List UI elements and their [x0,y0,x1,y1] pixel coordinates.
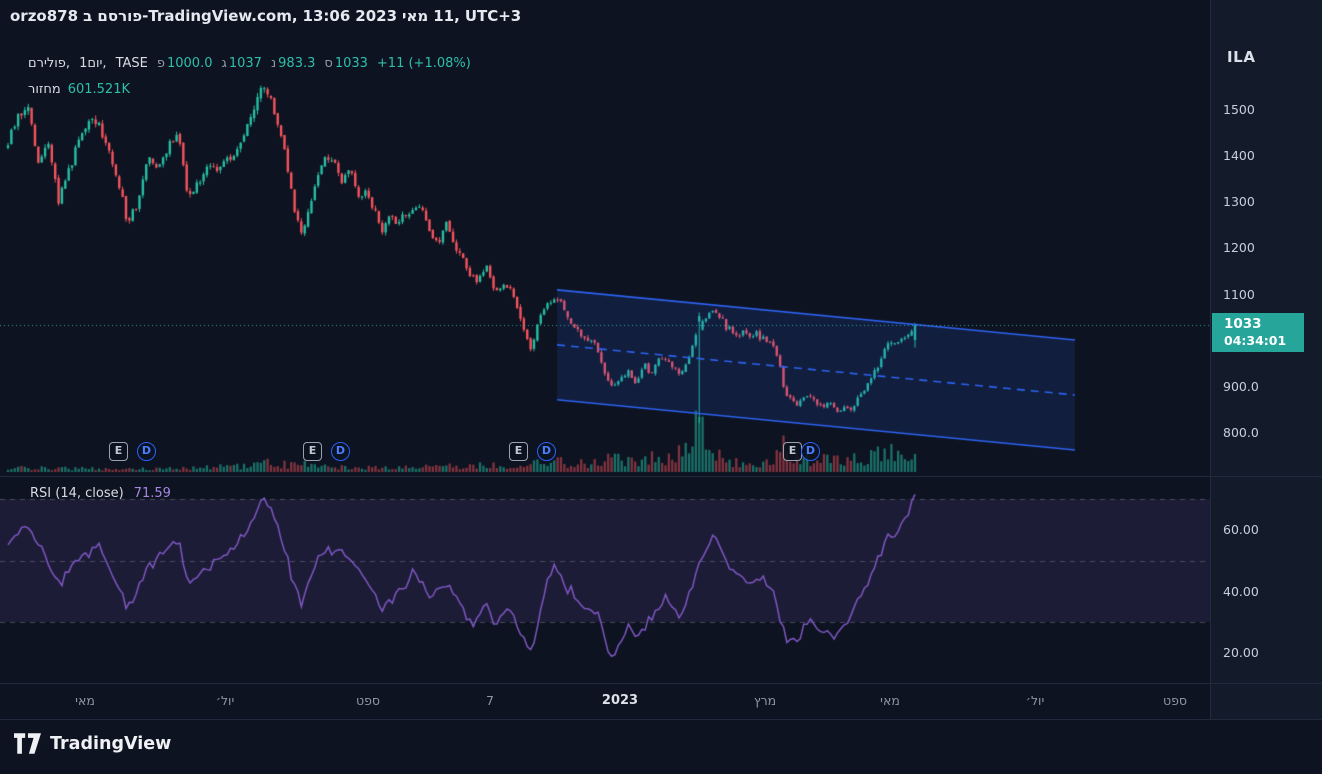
ohlc-group: נ 983.3 [271,56,315,71]
last-price-tag: 1033 04:34:01 [1212,312,1304,352]
tradingview-logo[interactable]: TradingView [14,733,171,754]
ohlc-group: ג 1037 [221,56,261,71]
attribution-token: UTC+3 [464,7,522,25]
symbol-legend[interactable]: פולירם, 1יום, TASE פ 1000.0 ג 1037 נ 983.3 ס 1033 +… [28,56,471,71]
ohlc-group: פ 1000.0 [157,56,213,71]
ohlc-value: 1037 [228,56,262,71]
earnings-marker[interactable]: E [109,442,128,461]
attribution-token: 11, [433,7,460,25]
price-axis-label: 900.0 [1223,379,1259,394]
time-axis-label: 2023 [601,693,639,708]
time-axis-label: ספט [1162,693,1188,708]
volume-legend: מחזור 601.521K [28,82,130,97]
exchange-label: TASE [115,56,148,71]
time-axis-label: מרץ [753,693,777,708]
rsi-axis-label: 60.00 [1223,522,1259,537]
earnings-marker[interactable]: E [303,442,322,461]
time-axis-label: מאי [880,693,900,708]
dividend-marker[interactable]: D [331,442,350,461]
dividend-marker[interactable]: D [137,442,156,461]
tradingview-logo-icon [14,733,41,754]
bar-countdown: 04:34:01 [1224,332,1287,348]
pane-separator[interactable] [0,476,1322,477]
time-axis-label: 7 [486,693,494,708]
price-axis-label: 1100 [1223,287,1255,302]
time-axis-label: יול׳ [215,693,235,708]
ohlc-label: נ [270,56,277,71]
time-axis-label: מאי [75,693,95,708]
last-price: 1033 [1224,315,1262,332]
price-axis[interactable]: ILA 1033 04:34:01 1500 1400 1300 1200 1100 90… [1210,0,1322,720]
tradingview-logo-text: TradingView [50,733,172,754]
price-pane[interactable]: orzo878 פורסם ב-TradingView.com, 13:06 2023… [0,0,1210,476]
volume-value: 601.521K [67,82,130,97]
footer-separator [0,719,1322,720]
time-axis-label: יול׳ [1025,693,1045,708]
price-chart-canvas[interactable] [0,0,1210,476]
time-axis[interactable]: מאי יול׳ ספט 7 2023 מרץ מאי יול׳ ספט [0,683,1210,720]
attribution-token: 13:06 [302,7,351,25]
rsi-pane[interactable]: RSI (14, close) 71.59 [0,477,1210,683]
rsi-axis-label: 20.00 [1223,645,1259,660]
attribution-token: 2023 [355,7,398,25]
price-axis-label: 1400 [1223,148,1255,163]
price-axis-label: 1300 [1223,194,1255,209]
change-value: +11 (+1.08%) [376,56,471,71]
ohlc-value: 1033 [334,56,368,71]
dividend-marker[interactable]: D [801,442,820,461]
rsi-canvas[interactable] [0,477,1210,683]
earnings-marker[interactable]: E [783,442,802,461]
axis-separator [0,683,1322,684]
ohlc-group: ס 1033 [324,56,368,71]
ohlc-value: 983.3 [278,56,316,71]
earnings-marker[interactable]: E [509,442,528,461]
attribution-token: פורסם ב-TradingView.com, [83,7,298,25]
symbol-watermark: ILA [1227,48,1256,66]
price-axis-label: 1500 [1223,102,1255,117]
bottom-bar: TradingView [0,720,1322,774]
attribution-token: מאי [402,7,429,25]
time-axis-label: ספט [355,693,381,708]
attribution: orzo878 פורסם ב-TradingView.com, 13:06 2023… [10,7,521,25]
dividend-marker[interactable]: D [537,442,556,461]
ohlc-label: ג [221,56,227,71]
volume-label: מחזור [28,82,61,97]
ohlc-label: פ [156,56,165,71]
price-axis-label: 800.0 [1223,425,1259,440]
interval-label: 1יום, [79,56,107,71]
price-axis-label: 1200 [1223,240,1255,255]
attribution-token: orzo878 [10,7,79,25]
symbol-title: פולירם, [28,56,71,71]
rsi-value: 71.59 [133,486,171,501]
ohlc-value: 1000.0 [166,56,213,71]
rsi-axis-label: 40.00 [1223,584,1259,599]
rsi-title: RSI (14, close) [30,486,124,501]
ohlc-label: ס [324,56,333,71]
